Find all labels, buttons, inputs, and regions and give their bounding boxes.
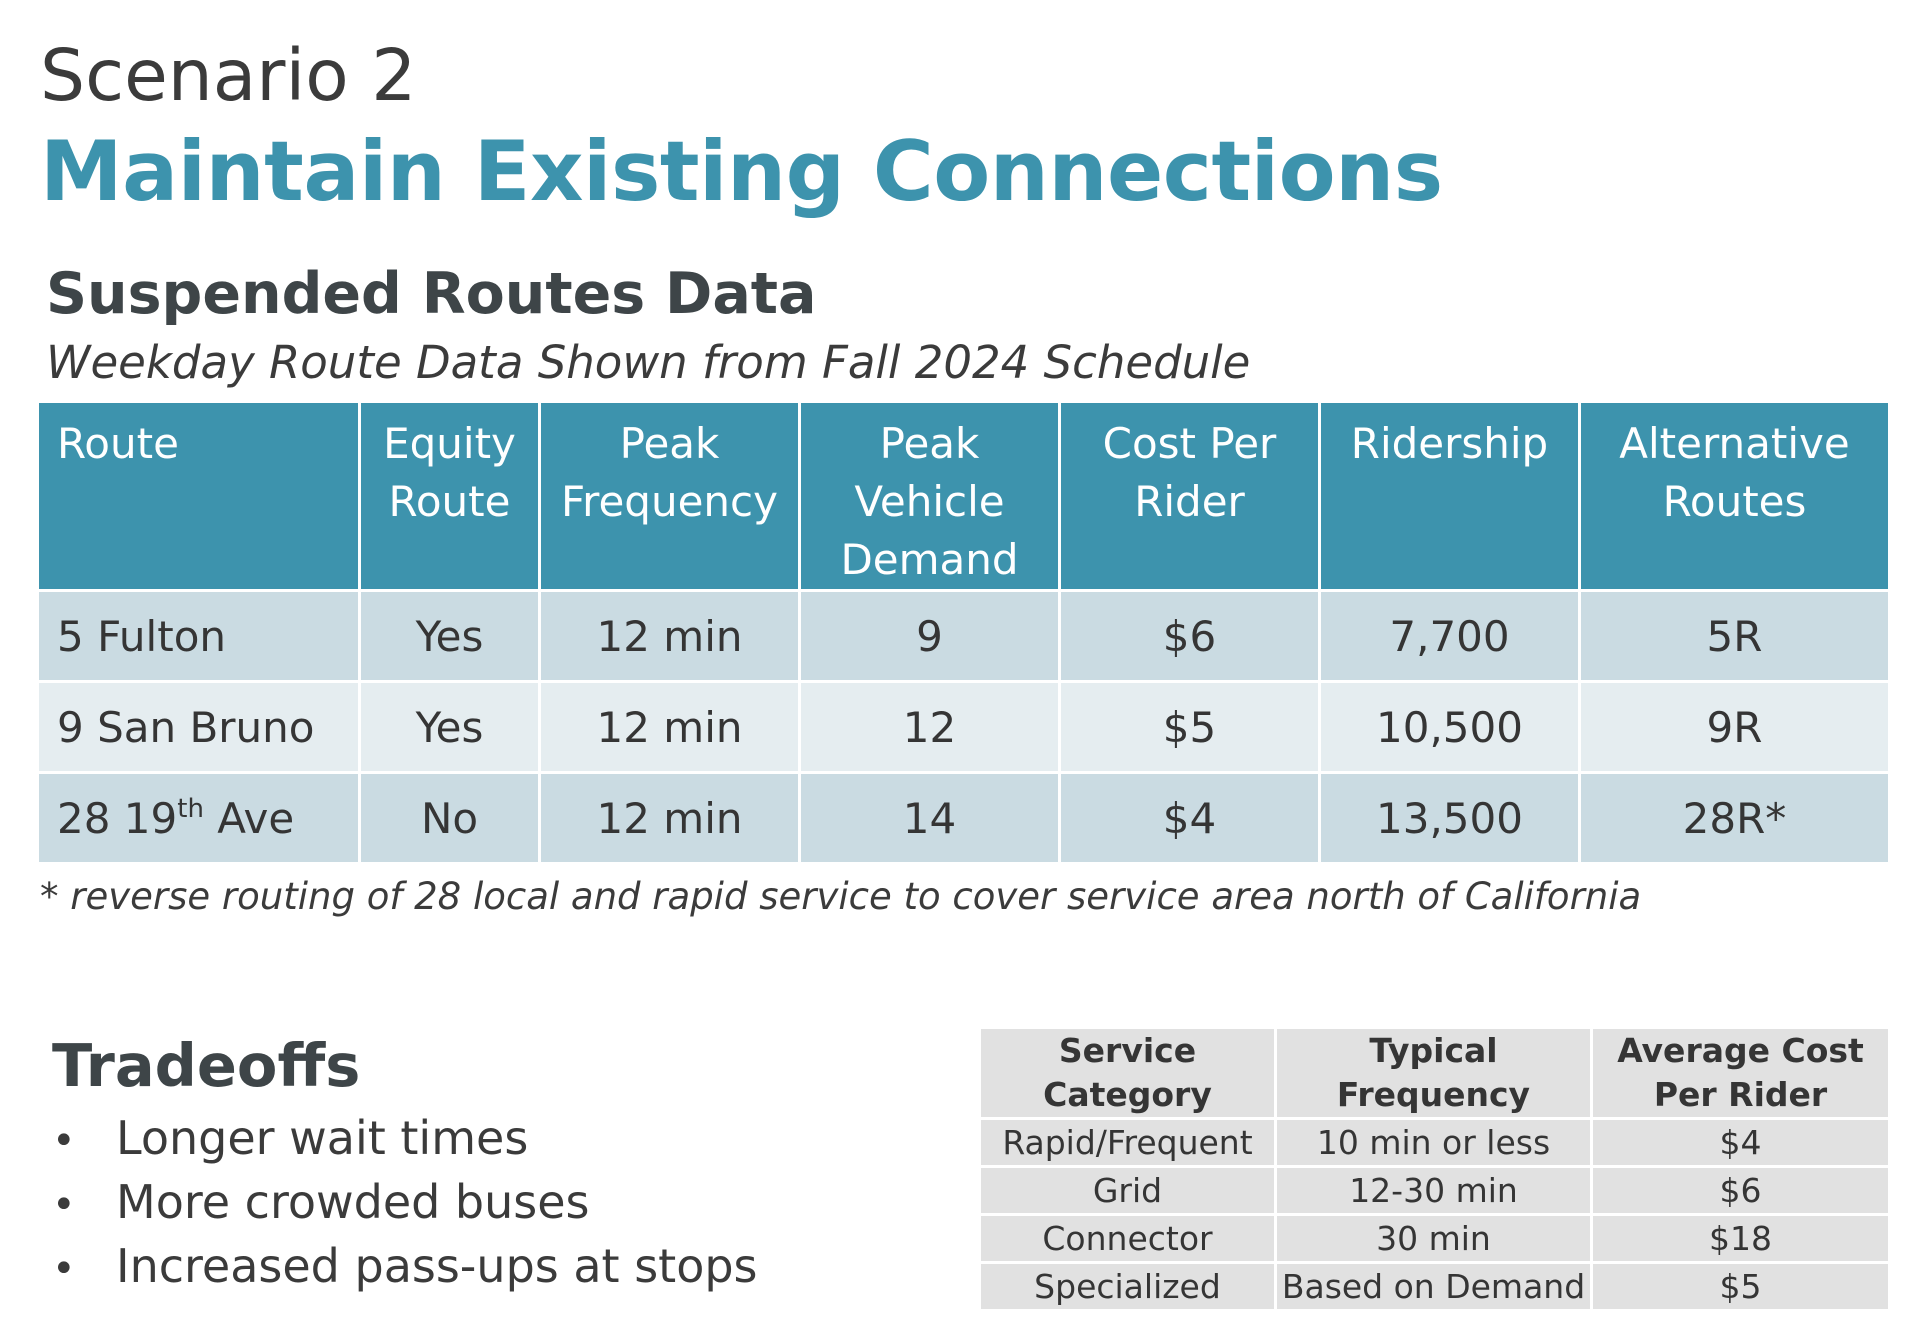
cell-ridership: 10,500 [1318, 680, 1581, 774]
bullet-icon: • [52, 1118, 76, 1164]
cell-category: Rapid/Frequent [978, 1117, 1277, 1168]
cell-alternative: 28R* [1578, 771, 1891, 865]
table-header-row: Service Category Typical Frequency Average… [978, 1026, 1891, 1120]
cell-frequency: 30 min [1274, 1213, 1593, 1264]
column-header-service-category: Service Category [978, 1026, 1277, 1120]
cell-route: 5 Fulton [36, 589, 361, 683]
tradeoffs-heading: Tradeoffs [52, 1031, 361, 1100]
cell-equity: Yes [358, 680, 541, 774]
bullet-icon: • [52, 1182, 76, 1228]
cell-frequency: 12 min [538, 589, 801, 683]
cell-equity: No [358, 771, 541, 865]
column-header-alternative-routes: Alternative Routes [1578, 400, 1891, 592]
cell-vehicles: 12 [798, 680, 1061, 774]
column-header-peak-frequency: Peak Frequency [538, 400, 801, 592]
cell-route: 28 19th Ave [36, 771, 361, 865]
column-header-peak-vehicle-demand: Peak Vehicle Demand [798, 400, 1061, 592]
cell-ridership: 7,700 [1318, 589, 1581, 683]
column-header-route: Route [36, 400, 361, 592]
table-row: Connector 30 min $18 [978, 1213, 1891, 1264]
cell-category: Specialized [978, 1261, 1277, 1312]
table-row: 9 San Bruno Yes 12 min 12 $5 10,500 9R [36, 680, 1891, 774]
cell-frequency: 12-30 min [1274, 1165, 1593, 1216]
cell-category: Grid [978, 1165, 1277, 1216]
cell-cost: $5 [1058, 680, 1321, 774]
section-subtitle: Weekday Route Data Shown from Fall 2024 … [46, 336, 1251, 389]
column-header-cost-per-rider: Cost Per Rider [1058, 400, 1321, 592]
column-header-equity-route: Equity Route [358, 400, 541, 592]
service-category-table: Service Category Typical Frequency Average… [978, 1026, 1891, 1312]
column-header-average-cost: Average Cost Per Rider [1590, 1026, 1891, 1120]
table-row: 5 Fulton Yes 12 min 9 $6 7,700 5R [36, 589, 1891, 683]
page-title: Maintain Existing Connections [40, 123, 1443, 220]
table-row: 28 19th Ave No 12 min 14 $4 13,500 28R* [36, 771, 1891, 865]
table-row: Grid 12-30 min $6 [978, 1165, 1891, 1216]
table-header-row: Route Equity Route Peak Frequency Peak Vehi… [36, 400, 1891, 592]
cell-frequency: Based on Demand [1274, 1261, 1593, 1312]
cell-alternative: 5R [1578, 589, 1891, 683]
suspended-routes-table: Route Equity Route Peak Frequency Peak Vehi… [36, 400, 1891, 865]
cell-frequency: 10 min or less [1274, 1117, 1593, 1168]
list-item: • Longer wait times [52, 1106, 758, 1170]
table-footnote: * reverse routing of 28 local and rapid … [40, 875, 1642, 918]
cell-cost: $6 [1590, 1165, 1891, 1216]
column-header-ridership: Ridership [1318, 400, 1581, 592]
cell-equity: Yes [358, 589, 541, 683]
column-header-typical-frequency: Typical Frequency [1274, 1026, 1593, 1120]
list-item: • Increased pass-ups at stops [52, 1234, 758, 1298]
cell-cost: $4 [1058, 771, 1321, 865]
section-title: Suspended Routes Data [46, 261, 817, 327]
cell-vehicles: 9 [798, 589, 1061, 683]
list-item: • More crowded buses [52, 1170, 758, 1234]
scenario-label: Scenario 2 [40, 34, 417, 117]
cell-frequency: 12 min [538, 771, 801, 865]
table-row: Rapid/Frequent 10 min or less $4 [978, 1117, 1891, 1168]
table-row: Specialized Based on Demand $5 [978, 1261, 1891, 1312]
cell-cost: $5 [1590, 1261, 1891, 1312]
cell-vehicles: 14 [798, 771, 1061, 865]
tradeoffs-list: • Longer wait times • More crowded buses •… [52, 1106, 758, 1298]
cell-frequency: 12 min [538, 680, 801, 774]
bullet-icon: • [52, 1246, 76, 1292]
cell-route: 9 San Bruno [36, 680, 361, 774]
cell-alternative: 9R [1578, 680, 1891, 774]
cell-cost: $4 [1590, 1117, 1891, 1168]
cell-ridership: 13,500 [1318, 771, 1581, 865]
cell-cost: $18 [1590, 1213, 1891, 1264]
cell-cost: $6 [1058, 589, 1321, 683]
cell-category: Connector [978, 1213, 1277, 1264]
